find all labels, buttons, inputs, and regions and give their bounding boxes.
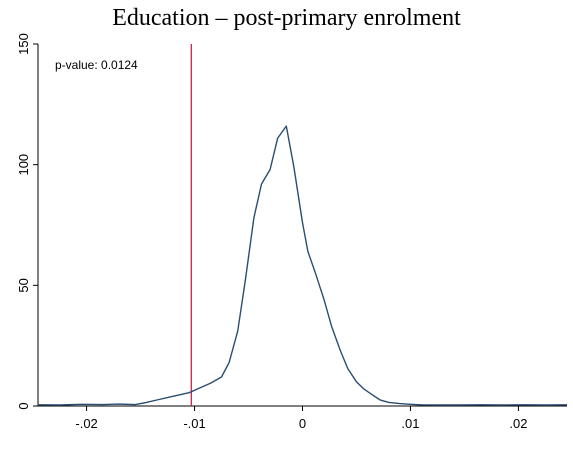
x-tick-label: -.01 (183, 416, 205, 431)
y-tick-label: 150 (16, 33, 31, 55)
x-tick-label: 0 (299, 416, 306, 431)
x-tick-label: .01 (401, 416, 419, 431)
p-value-annotation: p-value: 0.0124 (55, 58, 138, 72)
y-tick-label: 50 (16, 278, 31, 292)
x-tick-label: .02 (509, 416, 527, 431)
y-tick-label: 100 (16, 154, 31, 176)
x-tick-label: -.02 (75, 416, 97, 431)
series-line-0 (37, 125, 568, 406)
y-tick-label: 0 (16, 402, 31, 409)
chart-title: Education – post-primary enrolment (112, 5, 461, 31)
